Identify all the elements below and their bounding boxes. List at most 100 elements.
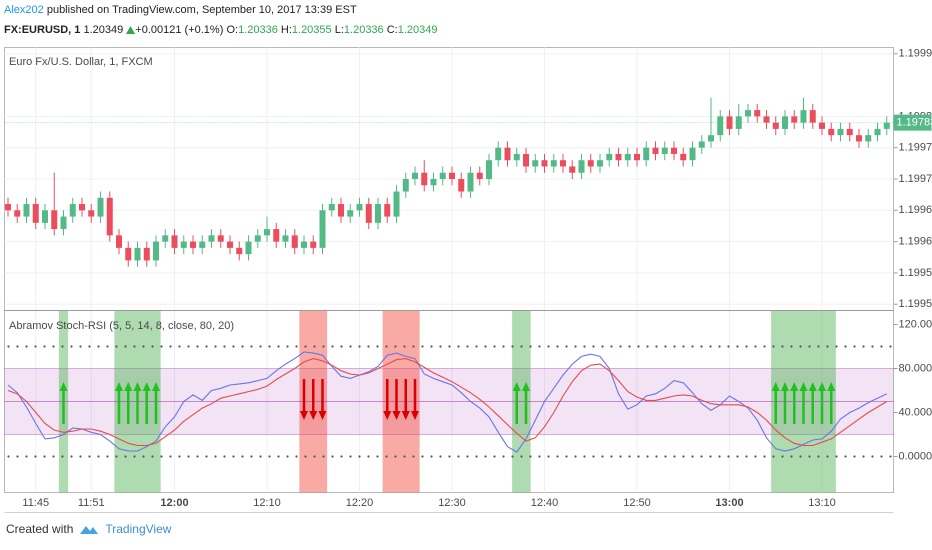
y-tick-label: 1.19950 bbox=[899, 298, 932, 310]
candle-body bbox=[291, 235, 298, 248]
symbol: FX:EURUSD, 1 bbox=[4, 24, 81, 36]
candle-body bbox=[791, 116, 798, 123]
candle-body bbox=[301, 241, 307, 248]
arrow-head bbox=[771, 382, 780, 391]
candle-body bbox=[282, 235, 289, 242]
candle-body bbox=[227, 241, 233, 248]
y-tick-label: 1.19965 bbox=[899, 204, 932, 216]
last-price-label: 1.19783 bbox=[897, 117, 932, 129]
candle-body bbox=[643, 147, 650, 161]
candle-body bbox=[597, 160, 603, 167]
candle-body bbox=[449, 172, 455, 179]
arrow-head bbox=[300, 411, 308, 420]
candle-body bbox=[51, 210, 58, 230]
candle-body bbox=[264, 229, 270, 236]
arrow-head bbox=[392, 411, 401, 420]
candle-body bbox=[550, 160, 557, 167]
logo[interactable] bbox=[79, 522, 99, 536]
candle-body bbox=[310, 241, 317, 248]
stoch-line bbox=[7, 351, 888, 453]
candle-body bbox=[180, 241, 187, 248]
candle-body bbox=[143, 247, 150, 261]
candle-body bbox=[828, 128, 835, 136]
candle-body bbox=[800, 110, 807, 123]
close-label: C: bbox=[386, 24, 398, 36]
arrow-head bbox=[401, 411, 410, 420]
arrow-head bbox=[512, 382, 521, 391]
candle-body bbox=[430, 179, 437, 186]
x-tick-label: 13:00 bbox=[715, 497, 743, 509]
brand[interactable]: TradingView bbox=[105, 522, 172, 536]
candle-body bbox=[476, 172, 483, 179]
author[interactable]: Alex202 bbox=[4, 4, 44, 16]
arrow-head bbox=[318, 411, 327, 420]
last-price-tag bbox=[893, 114, 932, 131]
candle-body bbox=[541, 160, 548, 167]
footer: Created with TradingView bbox=[6, 522, 171, 536]
candle-body bbox=[328, 204, 335, 211]
candle-body bbox=[486, 160, 492, 179]
candle-body bbox=[680, 153, 687, 161]
candle-body bbox=[532, 160, 539, 167]
indicator-pane-title: Abramov Stoch-RSI (5, 5, 14, 8, close, 8… bbox=[9, 320, 234, 332]
x-tick-label: 12:10 bbox=[253, 497, 281, 509]
candle-body bbox=[254, 235, 261, 242]
x-tick-label: 13:10 bbox=[808, 497, 836, 509]
arrow-head bbox=[133, 382, 142, 391]
candle-body bbox=[402, 179, 409, 192]
y-tick-label: 0.0000 bbox=[899, 450, 932, 462]
low-label: L: bbox=[334, 24, 344, 36]
candle-body bbox=[606, 153, 613, 161]
candle-body bbox=[458, 179, 465, 192]
close: 1.20349 bbox=[397, 24, 438, 36]
candle-body bbox=[587, 160, 594, 167]
high: 1.20355 bbox=[291, 24, 332, 36]
y-tick-label: 120.0000 bbox=[899, 318, 932, 330]
publish-line: Alex202 published on TradingView.com, Se… bbox=[4, 4, 357, 16]
candle-body bbox=[32, 204, 39, 223]
x-tick-label: 12:30 bbox=[438, 497, 466, 509]
candle-body bbox=[208, 235, 215, 242]
candle-body bbox=[661, 147, 668, 154]
arrow-head bbox=[818, 382, 826, 391]
candle-body bbox=[708, 135, 714, 142]
candle-body bbox=[217, 235, 224, 242]
candle-body bbox=[125, 247, 132, 261]
candle-body bbox=[236, 247, 243, 255]
candle-body bbox=[375, 204, 381, 223]
arrow-head bbox=[309, 411, 318, 420]
candle-body bbox=[190, 241, 196, 248]
candle-body bbox=[23, 204, 30, 217]
candle-body bbox=[273, 229, 280, 242]
candle-body bbox=[569, 166, 576, 173]
candle-body bbox=[624, 153, 631, 161]
low: 1.20336 bbox=[343, 24, 384, 36]
open-label: O: bbox=[226, 24, 239, 36]
candle-body bbox=[171, 235, 178, 248]
candle-body bbox=[846, 128, 853, 136]
high-label: H: bbox=[280, 24, 292, 36]
candle-body bbox=[754, 110, 761, 117]
candle-body bbox=[134, 247, 141, 261]
arrow-head bbox=[152, 382, 160, 391]
arrow-head bbox=[115, 382, 123, 391]
arrow-head bbox=[411, 411, 419, 420]
open: 1.20336 bbox=[238, 24, 278, 36]
candle-body bbox=[523, 153, 529, 167]
candle-body bbox=[735, 116, 742, 129]
candle-body bbox=[513, 153, 520, 161]
arrow-head bbox=[808, 382, 817, 391]
candle-body bbox=[560, 160, 566, 167]
header-bg bbox=[0, 0, 932, 44]
candle-body bbox=[199, 241, 206, 248]
candle-body bbox=[5, 204, 11, 211]
candle-body bbox=[726, 116, 733, 129]
candle-body bbox=[578, 160, 585, 173]
layers: 11:45 11:51 12:00 12:10 12:20 12:30 12:40 12:50… bbox=[4, 47, 932, 509]
candle-body bbox=[717, 116, 724, 136]
arrow-head bbox=[59, 382, 68, 391]
x-tick-label: 11:51 bbox=[78, 497, 105, 509]
candle-body bbox=[365, 204, 372, 223]
candle-body bbox=[245, 241, 252, 255]
